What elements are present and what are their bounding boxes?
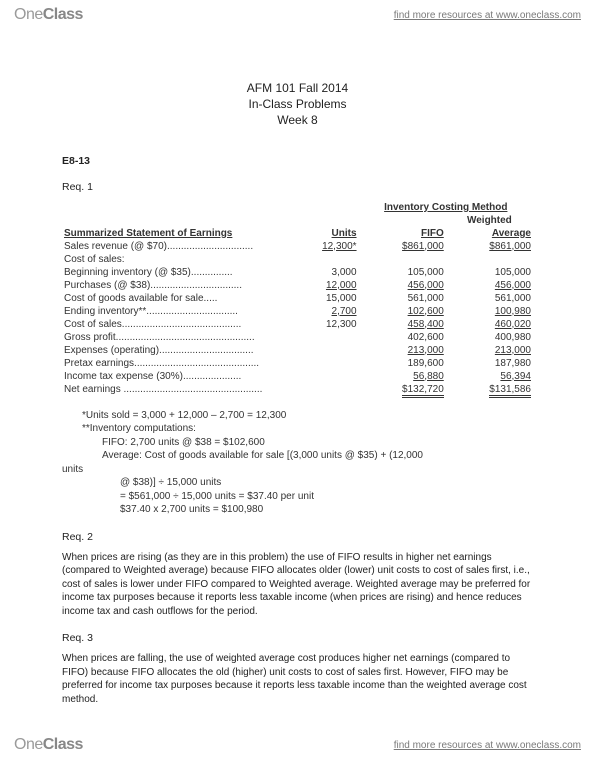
inventory-method-header: Inventory Costing Method [359, 201, 533, 214]
note-line: *Units sold = 3,000 + 12,000 – 2,700 = 1… [62, 409, 533, 423]
exp-fifo: 213,000 [359, 344, 446, 357]
net-label: Net earnings ...........................… [62, 383, 276, 396]
exp-avg: 213,000 [446, 344, 533, 357]
table-row: Cost of goods available for sale..... 15… [62, 292, 533, 305]
earnings-table: Inventory Costing Method Weighted Summar… [62, 201, 533, 399]
req3-text: When prices are falling, the use of weig… [62, 652, 533, 706]
resource-link-bottom[interactable]: find more resources at www.oneclass.com [394, 740, 581, 751]
gp-label: Gross profit............................… [62, 331, 276, 344]
purch-label: Purchases (@ $38).......................… [62, 279, 276, 292]
beg-inv-avg: 105,000 [446, 266, 533, 279]
sales-avg: $861,000 [446, 240, 533, 253]
table-row: Income tax expense (30%)................… [62, 370, 533, 383]
cos-fifo: 458,400 [359, 318, 446, 331]
end-inv-avg: 100,980 [446, 305, 533, 318]
req2-text: When prices are rising (as they are in t… [62, 551, 533, 619]
note-line: FIFO: 2,700 units @ $38 = $102,600 [62, 436, 533, 450]
table-row: Beginning inventory (@ $35).............… [62, 266, 533, 279]
tax-avg: 56,394 [446, 370, 533, 383]
document-content: AFM 101 Fall 2014 In-Class Problems Week… [0, 30, 595, 722]
table-row: Cost of sales...........................… [62, 318, 533, 331]
beg-inv-units: 3,000 [295, 266, 358, 279]
table-row: Pretax earnings.........................… [62, 357, 533, 370]
note-line: @ $38)] ÷ 15,000 units [62, 476, 533, 490]
cogas-fifo: 561,000 [359, 292, 446, 305]
cogas-avg: 561,000 [446, 292, 533, 305]
sales-label: Sales revenue (@ $70)...................… [62, 240, 276, 253]
req1-label: Req. 1 [62, 181, 533, 193]
cos-units: 12,300 [295, 318, 358, 331]
table-row: Net earnings ...........................… [62, 383, 533, 399]
note-line: Average: Cost of goods available for sal… [62, 449, 533, 463]
section-code: E8-13 [62, 155, 533, 167]
tax-label: Income tax expense (30%)................… [62, 370, 276, 383]
brand-part1: One [14, 6, 43, 23]
gp-avg: 400,980 [446, 331, 533, 344]
cogas-units: 15,000 [295, 292, 358, 305]
sales-fifo: $861,000 [359, 240, 446, 253]
cogas-label: Cost of goods available for sale..... [62, 292, 276, 305]
cos-avg: 460,020 [446, 318, 533, 331]
table-row: Sales revenue (@ $70)...................… [62, 240, 533, 253]
average-header: Average [492, 228, 531, 239]
brand-part2: Class [43, 6, 83, 23]
note-line: $37.40 x 2,700 units = $100,980 [62, 503, 533, 517]
purch-fifo: 456,000 [359, 279, 446, 292]
title-line-2: In-Class Problems [62, 96, 533, 112]
units-header: Units [332, 228, 357, 239]
brand-logo: OneClass [14, 6, 83, 24]
net-avg: $131,586 [489, 384, 531, 398]
table-row: Expenses (operating)....................… [62, 344, 533, 357]
req2-label: Req. 2 [62, 531, 533, 543]
cos-header-label: Cost of sales: [62, 253, 295, 266]
pretax-avg: 187,980 [446, 357, 533, 370]
brand-part2: Class [43, 736, 83, 753]
end-inv-label: Ending inventory**......................… [62, 305, 276, 318]
purch-units: 12,000 [295, 279, 358, 292]
req3-label: Req. 3 [62, 632, 533, 644]
table-row: Cost of sales: [62, 253, 533, 266]
page-footer: OneClass find more resources at www.onec… [0, 730, 595, 760]
table-row: Weighted [62, 214, 533, 227]
computation-notes: *Units sold = 3,000 + 12,000 – 2,700 = 1… [62, 409, 533, 517]
note-line: units [62, 463, 533, 477]
pretax-label: Pretax earnings.........................… [62, 357, 276, 370]
gp-fifo: 402,600 [359, 331, 446, 344]
beg-inv-fifo: 105,000 [359, 266, 446, 279]
brand-logo-footer: OneClass [14, 736, 83, 754]
fifo-header: FIFO [421, 228, 444, 239]
weighted-header: Weighted [446, 214, 533, 227]
net-fifo: $132,720 [402, 384, 444, 398]
end-inv-fifo: 102,600 [359, 305, 446, 318]
table-row: Inventory Costing Method [62, 201, 533, 214]
page-header: OneClass find more resources at www.onec… [0, 0, 595, 30]
pretax-fifo: 189,600 [359, 357, 446, 370]
end-inv-units: 2,700 [295, 305, 358, 318]
title-line-1: AFM 101 Fall 2014 [62, 80, 533, 96]
tax-fifo: 56,880 [359, 370, 446, 383]
note-line: **Inventory computations: [62, 422, 533, 436]
stmt-header: Summarized Statement of Earnings [64, 228, 232, 239]
note-line: = $561,000 ÷ 15,000 units = $37.40 per u… [62, 490, 533, 504]
title-block: AFM 101 Fall 2014 In-Class Problems Week… [62, 80, 533, 129]
table-row: Gross profit............................… [62, 331, 533, 344]
table-row: Ending inventory**......................… [62, 305, 533, 318]
beg-inv-label: Beginning inventory (@ $35).............… [62, 266, 276, 279]
table-row: Purchases (@ $38).......................… [62, 279, 533, 292]
sales-units: 12,300* [295, 240, 358, 253]
table-row: Summarized Statement of Earnings Units F… [62, 227, 533, 240]
cos-label: Cost of sales...........................… [62, 318, 276, 331]
title-line-3: Week 8 [62, 112, 533, 128]
exp-label: Expenses (operating)....................… [62, 344, 276, 357]
resource-link-top[interactable]: find more resources at www.oneclass.com [394, 10, 581, 21]
brand-part1: One [14, 736, 43, 753]
purch-avg: 456,000 [446, 279, 533, 292]
